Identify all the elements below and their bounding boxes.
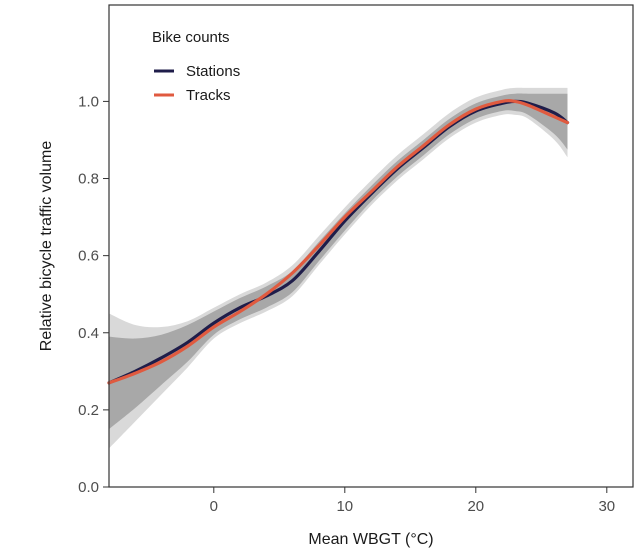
x-tick-label: 10 (336, 498, 353, 515)
confidence-band-outer (109, 88, 568, 449)
y-tick-label: 0.0 (78, 479, 99, 496)
x-tick-label: 20 (467, 498, 484, 515)
y-tick-label: 0.6 (78, 248, 99, 265)
legend: Bike counts Stations Tracks (152, 29, 240, 104)
y-tick-label: 0.2 (78, 402, 99, 419)
legend-label-tracks: Tracks (186, 87, 230, 104)
y-axis-title: Relative bicycle traffic volume (38, 141, 55, 352)
confidence-bands (109, 88, 568, 449)
y-tick-label: 0.8 (78, 171, 99, 188)
axis-ticks: 0 10 20 30 0.0 0.2 0.4 0.6 0.8 1.0 (78, 93, 615, 515)
y-tick-label: 1.0 (78, 93, 99, 110)
legend-title: Bike counts (152, 29, 230, 46)
y-tick-label: 0.4 (78, 325, 99, 342)
legend-label-stations: Stations (186, 63, 240, 80)
confidence-band-inner (109, 94, 568, 430)
x-axis-title: Mean WBGT (°C) (308, 531, 433, 548)
x-tick-label: 0 (210, 498, 218, 515)
x-tick-label: 30 (598, 498, 615, 515)
